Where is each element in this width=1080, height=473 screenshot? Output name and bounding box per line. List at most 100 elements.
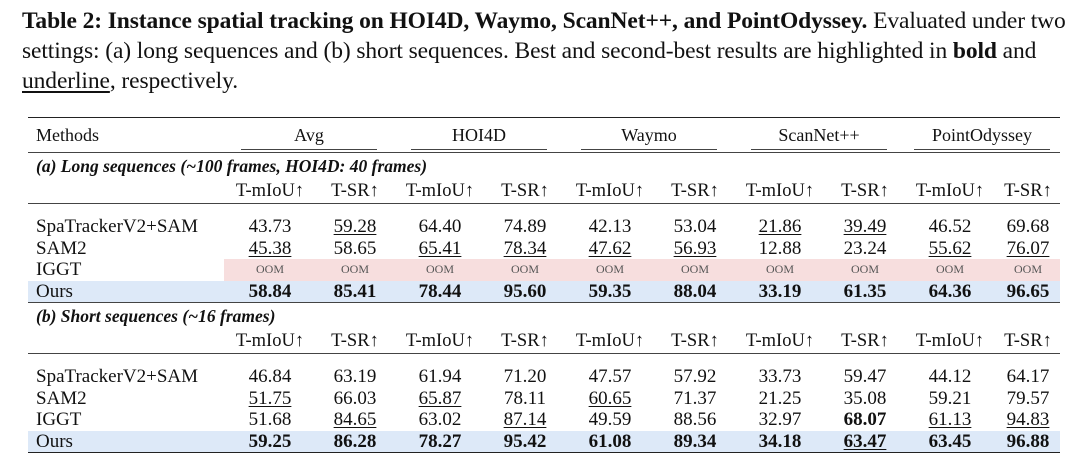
caption-text-1: Evaluated under two settings: (a) long s…: [22, 8, 1066, 64]
value-cell: 53.04: [673, 216, 717, 237]
value-cell: 94.83: [1006, 409, 1050, 430]
results-table-wrap: Methods Avg HOI4D Waymo ScanNet++ PointO…: [28, 117, 1060, 453]
value-cell: 59.25: [224, 430, 316, 453]
section-title: (a) Long sequences (~100 frames, HOI4D: …: [28, 152, 1060, 179]
value-cell: 42.13: [588, 216, 632, 237]
value-cell: 59.47: [843, 366, 887, 387]
value-cell: 95.42: [486, 430, 564, 453]
table-row: Ours 59.25 86.28 78.27 95.42 61.08 89.34 34.18 6…: [28, 430, 1060, 453]
metric-header: T-SR↑: [996, 179, 1060, 204]
metric-header: T-mIoU↑: [904, 179, 996, 204]
group-header-avg: Avg: [224, 117, 394, 153]
table-row: IGGT 51.68 84.65 63.02 87.14 49.59 88.56 32.97 6…: [28, 409, 1060, 431]
metric-header: T-SR↑: [656, 179, 734, 204]
value-cell: 21.25: [758, 387, 802, 409]
group-header-hoi4d: HOI4D: [394, 117, 564, 153]
section-title-row: (a) Long sequences (~100 frames, HOI4D: …: [28, 152, 1060, 179]
value-cell: OOM: [564, 259, 656, 281]
metric-header: T-SR↑: [656, 329, 734, 354]
table-row: SpaTrackerV2+SAM 46.84 63.19 61.94 71.20 47.5…: [28, 366, 1060, 388]
value-cell: 61.94: [418, 366, 462, 387]
value-cell: 88.04: [656, 280, 734, 303]
value-cell: 34.18: [734, 430, 826, 453]
table-row: SAM2 45.38 58.65 65.41 78.34 47.62 56.93 12.88 2…: [28, 238, 1060, 260]
value-cell: OOM: [904, 259, 996, 281]
value-cell: 60.65: [588, 387, 632, 409]
table-row: IGGT OOM OOM OOM OOM OOM OOM OOM OOM OOM OOM: [28, 259, 1060, 281]
value-cell: 87.14: [503, 409, 547, 430]
value-cell: 79.57: [1006, 387, 1050, 409]
value-cell: 78.44: [394, 280, 486, 303]
value-cell: 59.21: [928, 387, 972, 409]
value-cell: 78.34: [503, 237, 547, 259]
method-cell: SpaTrackerV2+SAM: [36, 366, 199, 387]
metric-header: T-SR↑: [316, 329, 394, 354]
value-cell: 63.19: [333, 366, 377, 387]
metric-header: T-SR↑: [316, 179, 394, 204]
value-cell: 55.62: [928, 237, 972, 259]
value-cell: 59.28: [333, 216, 377, 237]
value-cell: OOM: [486, 259, 564, 281]
value-cell: 49.59: [588, 409, 632, 430]
method-cell: SpaTrackerV2+SAM: [36, 216, 199, 237]
section-title-row: (b) Short sequences (~16 frames): [28, 302, 1060, 329]
value-cell: OOM: [996, 259, 1060, 281]
value-cell: 21.86: [758, 216, 802, 237]
caption-underline-word: underline: [22, 68, 110, 94]
metric-header: T-mIoU↑: [394, 329, 486, 354]
value-cell: 44.12: [928, 366, 972, 387]
value-cell: OOM: [734, 259, 826, 281]
method-cell: Ours: [28, 280, 224, 303]
value-cell: 12.88: [758, 237, 802, 259]
value-cell: OOM: [224, 259, 316, 281]
value-cell: 45.38: [248, 237, 292, 259]
value-cell: OOM: [826, 259, 904, 281]
metric-header: T-mIoU↑: [904, 329, 996, 354]
value-cell: OOM: [316, 259, 394, 281]
method-cell: IGGT: [36, 409, 82, 430]
value-cell: 59.35: [564, 280, 656, 303]
value-cell: 35.08: [843, 387, 887, 409]
value-cell: 33.73: [758, 366, 802, 387]
caption-label: Table 2:: [22, 8, 102, 34]
value-cell: 61.35: [826, 280, 904, 303]
value-cell: 74.89: [503, 216, 547, 237]
value-cell: OOM: [656, 259, 734, 281]
table-row: SpaTrackerV2+SAM 43.73 59.28 64.40 74.89 42.1…: [28, 216, 1060, 238]
value-cell: 78.27: [394, 430, 486, 453]
value-cell: 58.84: [224, 280, 316, 303]
value-cell: 56.93: [673, 237, 717, 259]
value-cell: 68.07: [843, 409, 887, 430]
metric-header: T-mIoU↑: [734, 329, 826, 354]
value-cell: 96.65: [996, 280, 1060, 303]
value-cell: 78.11: [503, 387, 547, 409]
caption-bold-word: bold: [952, 38, 997, 64]
metric-header: T-SR↑: [826, 329, 904, 354]
value-cell: 61.08: [564, 430, 656, 453]
metric-header: T-mIoU↑: [394, 179, 486, 204]
metric-header: T-mIoU↑: [224, 179, 316, 204]
value-cell: 63.45: [904, 430, 996, 453]
value-cell: 76.07: [1006, 237, 1050, 259]
method-cell: IGGT: [36, 259, 82, 280]
metric-header-row: T-mIoU↑ T-SR↑ T-mIoU↑ T-SR↑ T-mIoU↑ T-SR↑ T-mI…: [28, 179, 1060, 204]
group-header-scannetpp: ScanNet++: [734, 117, 904, 153]
value-cell: 63.47: [826, 430, 904, 453]
value-cell: 46.84: [248, 366, 292, 387]
value-cell: 64.36: [904, 280, 996, 303]
methods-header: Methods: [28, 117, 224, 153]
metric-header: T-mIoU↑: [734, 179, 826, 204]
value-cell: 71.37: [673, 387, 717, 409]
value-cell: 63.02: [418, 409, 462, 430]
value-cell: 58.65: [333, 237, 377, 259]
table-body: Methods Avg HOI4D Waymo ScanNet++ PointO…: [28, 117, 1060, 453]
value-cell: 71.20: [503, 366, 547, 387]
value-cell: 51.75: [248, 387, 292, 409]
group-header-pointodyssey: PointOdyssey: [904, 117, 1060, 153]
value-cell: 57.92: [673, 366, 717, 387]
caption-text-2: , respectively.: [109, 68, 238, 94]
results-table: Methods Avg HOI4D Waymo ScanNet++ PointO…: [28, 117, 1060, 453]
group-header-waymo: Waymo: [564, 117, 734, 153]
value-cell: 84.65: [333, 409, 377, 430]
metric-header: T-SR↑: [486, 179, 564, 204]
